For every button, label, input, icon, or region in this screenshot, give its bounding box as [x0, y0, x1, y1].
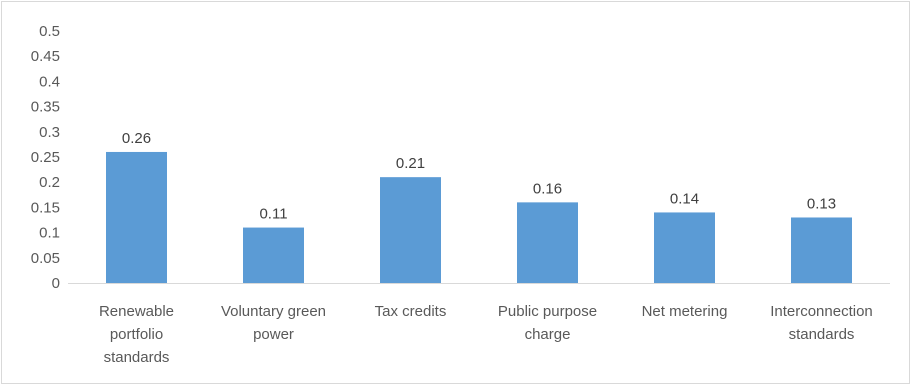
category-label-line: Voluntary green — [221, 303, 326, 320]
category-label-line: Public purpose — [498, 303, 597, 320]
y-tick-label: 0.4 — [39, 73, 60, 90]
y-tick-label: 0.2 — [39, 174, 60, 191]
category-label-line: Renewable — [99, 303, 174, 320]
category-label-line: standards — [789, 326, 855, 343]
bars — [106, 151, 852, 283]
data-label: 0.26 — [122, 130, 151, 147]
bar — [243, 227, 304, 283]
y-tick-label: 0.05 — [31, 250, 60, 267]
category-labels: Renewable portfolio standards Voluntary gre… — [99, 303, 873, 366]
data-label: 0.16 — [533, 180, 562, 197]
category-label-line: portfolio — [110, 326, 163, 343]
category-label: Voluntary green power — [221, 303, 326, 343]
y-tick-label: 0 — [52, 275, 60, 292]
y-tick-label: 0.3 — [39, 124, 60, 141]
category-label-line: power — [253, 326, 294, 343]
bar — [791, 217, 852, 283]
bar — [106, 151, 167, 283]
data-label: 0.13 — [807, 195, 836, 212]
data-label: 0.21 — [396, 155, 425, 172]
bar — [380, 177, 441, 283]
bar — [654, 212, 715, 283]
category-label: Public purpose charge — [498, 303, 597, 343]
category-label-line: charge — [525, 326, 571, 343]
data-label: 0.11 — [259, 206, 287, 223]
y-tick-label: 0.5 — [39, 23, 60, 40]
data-labels: 0.26 0.11 0.21 0.16 0.14 0.13 — [122, 130, 836, 223]
category-label-line: Net metering — [642, 303, 728, 320]
bar — [517, 202, 578, 283]
category-label: Tax credits — [375, 303, 447, 320]
y-tick-label: 0.25 — [31, 149, 60, 166]
y-tick-label: 0.1 — [39, 225, 60, 242]
category-label: Renewable portfolio standards — [99, 303, 174, 366]
category-label: Interconnection standards — [770, 303, 873, 343]
y-axis: 0 0.05 0.1 0.15 0.2 0.25 0.3 0.35 0.4 0.45 0.5 — [31, 23, 890, 292]
category-label: Net metering — [642, 303, 728, 320]
y-tick-label: 0.35 — [31, 99, 60, 116]
category-label-line: Interconnection — [770, 303, 873, 320]
y-tick-label: 0.45 — [31, 48, 60, 65]
category-label-line: standards — [104, 349, 170, 366]
y-tick-label: 0.15 — [31, 199, 60, 216]
category-label-line: Tax credits — [375, 303, 447, 320]
data-label: 0.14 — [670, 190, 699, 207]
